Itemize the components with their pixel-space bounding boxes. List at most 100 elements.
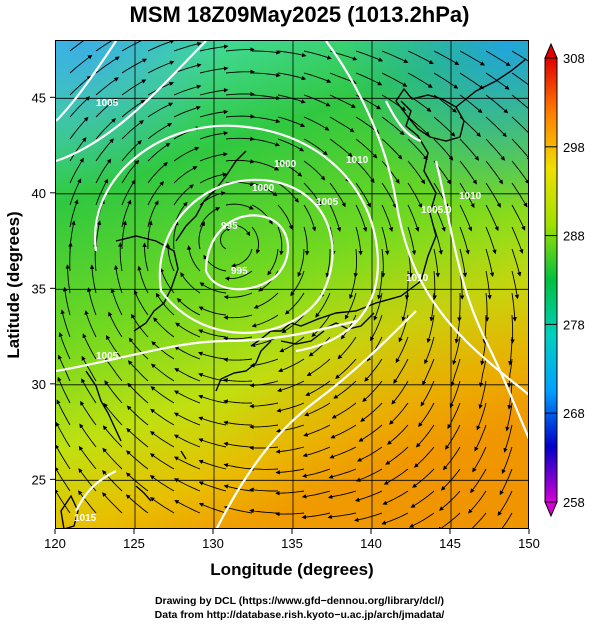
streamline: [277, 72, 307, 81]
streamline: [327, 490, 357, 499]
streamline: [147, 60, 175, 74]
streamline: [393, 358, 409, 384]
streamline: [407, 160, 426, 185]
streamline: [303, 424, 331, 437]
isobar-label: 1000: [274, 159, 297, 170]
streamline: [277, 380, 305, 393]
colorbar-bottom-arrow: [544, 501, 558, 518]
streamline: [383, 468, 409, 485]
streamline: [459, 116, 481, 137]
streamline: [279, 336, 305, 353]
streamline: [252, 50, 281, 55]
colorbar-tick-label: 298: [563, 140, 585, 155]
streamline: [459, 50, 485, 66]
streamline: [199, 44, 229, 52]
streamline: [69, 41, 84, 52]
streamline: [433, 116, 456, 137]
streamline: [126, 450, 149, 470]
streamline: [121, 120, 144, 140]
streamline: [127, 382, 149, 404]
streamline: [125, 472, 149, 492]
streamline: [78, 490, 97, 514]
colorbar-top-arrow: [544, 42, 558, 59]
streamline: [198, 329, 227, 338]
streamline: [329, 94, 356, 108]
streamline: [186, 245, 201, 272]
streamline: [149, 475, 175, 492]
streamline: [199, 282, 227, 294]
streamline: [173, 146, 200, 162]
streamline: [223, 399, 253, 404]
streamline: [198, 372, 227, 382]
streamline: [225, 47, 255, 52]
streamline: [251, 94, 281, 101]
streamline: [199, 66, 229, 74]
streamline: [433, 72, 459, 89]
streamline: [303, 182, 322, 207]
streamline: [173, 63, 202, 74]
pressure-contours: 995 995 1000 1000 1005 1005 1005 1005.0 1010 1010…: [56, 41, 528, 528]
streamline: [106, 335, 123, 360]
isobar-label: 1005: [96, 351, 119, 362]
streamline: [484, 292, 490, 322]
streamline: [277, 204, 293, 230]
streamline: [303, 50, 332, 60]
streamline: [173, 41, 202, 52]
streamline: [497, 490, 513, 517]
streamline: [433, 94, 457, 113]
streamline: [249, 445, 279, 451]
streamline: [225, 69, 255, 75]
streamline: [69, 178, 82, 206]
streamline: [121, 58, 148, 74]
streamline: [386, 424, 409, 445]
streamline: [199, 109, 229, 118]
isobar-label: 1005: [96, 98, 119, 109]
streamline: [438, 490, 461, 511]
streamline: [381, 204, 394, 232]
streamline: [485, 138, 506, 161]
streamline: [381, 182, 397, 209]
streamline: [303, 204, 317, 232]
streamline: [329, 204, 342, 232]
streamline: [370, 314, 383, 342]
streamline: [275, 468, 305, 475]
colorbar: 308 298 288 278 268 258: [544, 42, 585, 518]
isobar-label: 1010: [459, 191, 482, 202]
streamline: [329, 138, 353, 158]
streamline: [471, 512, 487, 528]
streamline: [249, 487, 278, 493]
streamline: [290, 270, 305, 297]
streamline: [69, 137, 87, 162]
streamline: [104, 380, 123, 404]
streamline: [223, 314, 253, 320]
streamline: [355, 204, 368, 232]
streamline: [251, 72, 281, 78]
streamline: [415, 424, 435, 448]
streamline: [180, 272, 201, 294]
streamline: [95, 178, 109, 206]
streamline: [445, 424, 461, 450]
streamline: [267, 248, 279, 276]
streamline: [470, 468, 487, 494]
streamline: [102, 470, 123, 492]
streamline: [276, 402, 305, 413]
streamline: [62, 286, 71, 316]
streamline: [505, 402, 513, 432]
streamline: [223, 357, 253, 362]
x-tick-label: 150: [518, 536, 540, 551]
streamline: [223, 378, 253, 383]
streamline: [308, 336, 331, 357]
streamline: [56, 399, 71, 426]
streamline: [277, 226, 284, 256]
streamline: [355, 468, 383, 482]
streamline: [391, 380, 409, 405]
streamline: [251, 204, 273, 225]
x-tick-label: 140: [360, 536, 382, 551]
streamline: [459, 226, 470, 255]
streamline: [302, 446, 331, 458]
streamline: [251, 226, 261, 255]
streamline: [199, 172, 228, 184]
streamline: [251, 182, 278, 197]
streamline: [303, 160, 326, 181]
streamline: [150, 386, 175, 404]
